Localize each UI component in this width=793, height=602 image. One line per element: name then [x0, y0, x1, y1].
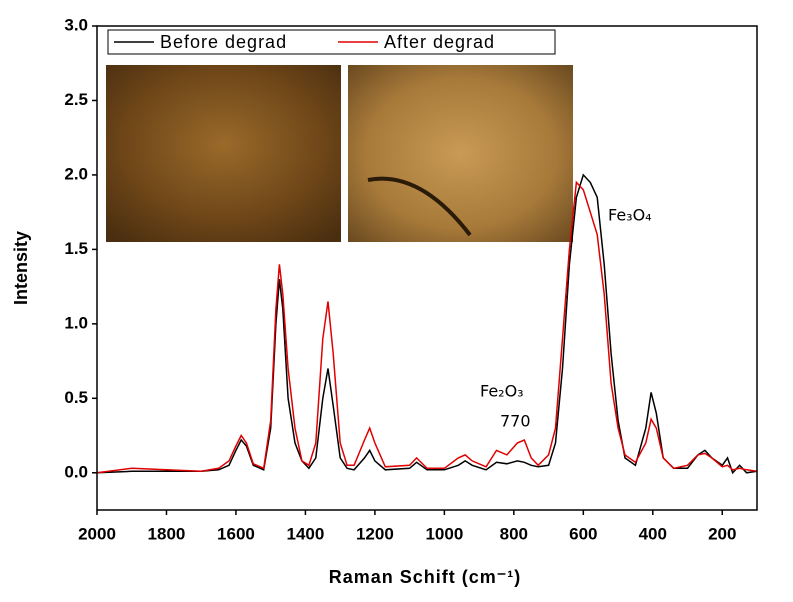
y-tick-label: 1.5 — [64, 239, 88, 258]
annotation: Fe₃O₄ — [608, 206, 652, 225]
x-tick-label: 400 — [639, 524, 667, 543]
y-tick-label: 3.0 — [64, 15, 88, 34]
series-line — [96, 180, 758, 474]
micrograph-before — [106, 65, 341, 242]
y-tick-label: 0.0 — [64, 462, 88, 481]
x-tick-label: 800 — [500, 524, 528, 543]
x-tick-label: 1600 — [217, 524, 255, 543]
x-tick-label: 1400 — [287, 524, 325, 543]
legend-box — [107, 29, 556, 55]
x-tick-label: 600 — [569, 524, 597, 543]
y-tick-label: 1.0 — [64, 313, 88, 332]
x-axis-title: Raman Schift (cm⁻¹) — [329, 567, 522, 587]
x-tick-label: 1200 — [356, 524, 394, 543]
y-tick-label: 2.5 — [64, 90, 88, 109]
x-tick-label: 2000 — [78, 524, 116, 543]
plot-frame — [96, 25, 758, 511]
micrograph-after — [348, 65, 573, 242]
x-tick-label: 1800 — [148, 524, 186, 543]
annotation: 770 — [500, 412, 531, 431]
legend-label: After degrad — [384, 32, 495, 52]
micrograph-crack — [367, 176, 472, 237]
y-tick-label: 2.0 — [64, 164, 88, 183]
x-tick-label: 200 — [708, 524, 736, 543]
y-tick-label: 0.5 — [64, 388, 88, 407]
annotation: Fe₂O₃ — [480, 382, 524, 401]
y-axis-title: Intensity — [11, 231, 31, 305]
x-tick-label: 1000 — [425, 524, 463, 543]
legend-label: Before degrad — [160, 32, 287, 52]
